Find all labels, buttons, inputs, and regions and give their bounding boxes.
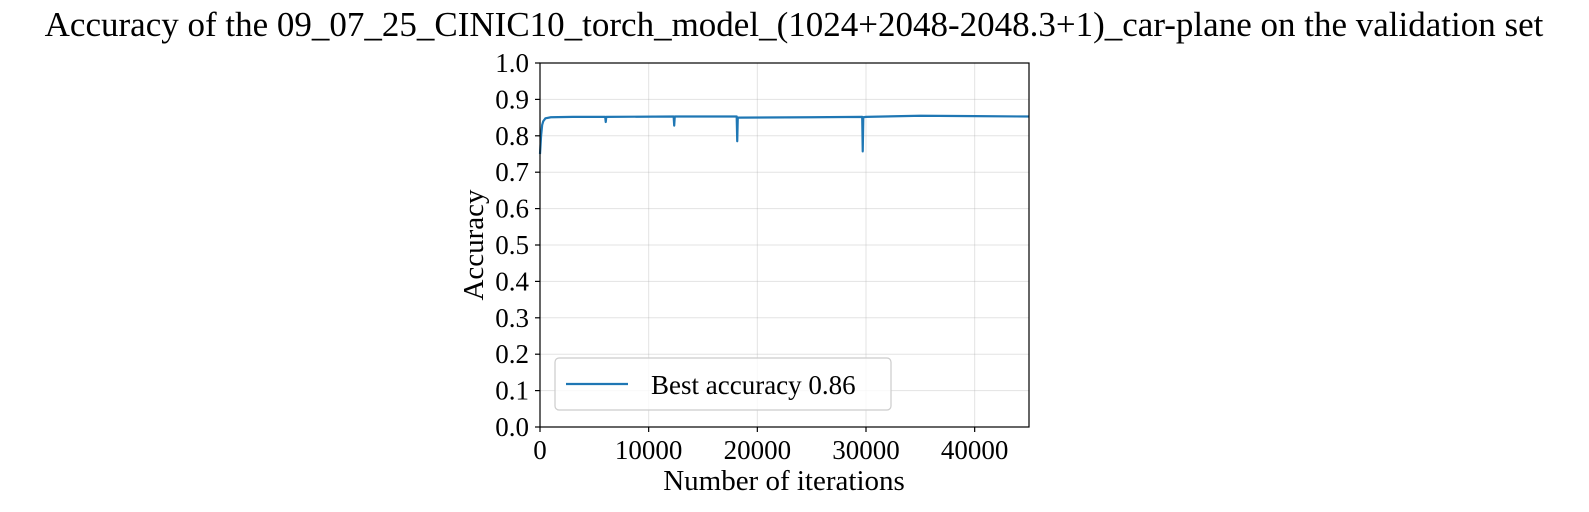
x-axis-label: Number of iterations [663,465,905,497]
x-tick-label: 20000 [724,435,792,465]
series-line [538,114,1030,155]
y-tick-label: 0.7 [495,157,529,187]
y-tick-label: 1.0 [495,48,529,78]
y-tick-label: 0.2 [495,339,529,369]
y-tick-label: 0.6 [495,194,529,224]
x-tick-label: 10000 [615,435,683,465]
grid-lines [539,62,1029,428]
legend-label: Best accuracy 0.86 [651,370,856,400]
y-tick-label: 0.8 [495,121,529,151]
y-tick-label: 0.9 [495,84,529,114]
y-tick-label: 0.1 [495,376,529,406]
y-axis-label: Accuracy [458,189,490,301]
x-tick-label: 40000 [941,435,1009,465]
series-layer [538,114,1030,155]
y-tick-label: 0.5 [495,230,529,260]
chart-title: Accuracy of the 09_07_25_CINIC10_torch_m… [45,5,1544,44]
legend-box [554,357,892,411]
y-tick-label: 0.0 [495,412,529,442]
y-tick-label: 0.4 [495,266,529,296]
legend: Best accuracy 0.86 [554,357,892,411]
x-tick-label: 30000 [832,435,900,465]
y-tick-label: 0.3 [495,303,529,333]
x-tick-label: 0 [533,435,547,465]
axis-ticks: 0 10000 20000 30000 40000 0.0 0.1 0.2 0.3 0.4 0.5 0… [495,48,1008,465]
